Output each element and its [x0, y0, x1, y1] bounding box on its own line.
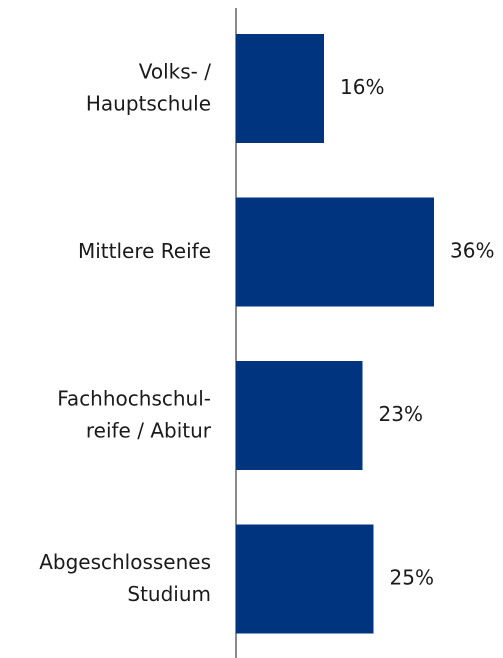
bar: [236, 361, 363, 470]
category-label: Volks- / Hauptschule: [86, 59, 211, 115]
bar: [236, 524, 374, 634]
value-label: 23%: [379, 402, 423, 426]
bar: [236, 197, 434, 307]
value-label: 16%: [340, 75, 384, 99]
category-label: Fachhochschul-reife / Abitur: [57, 386, 212, 442]
value-label: 36%: [450, 239, 494, 263]
category-label: Mittlere Reife: [78, 239, 211, 263]
category-label: Abgeschlossenes Studium: [39, 550, 211, 606]
bar: [236, 34, 324, 143]
value-label: 25%: [390, 566, 434, 590]
